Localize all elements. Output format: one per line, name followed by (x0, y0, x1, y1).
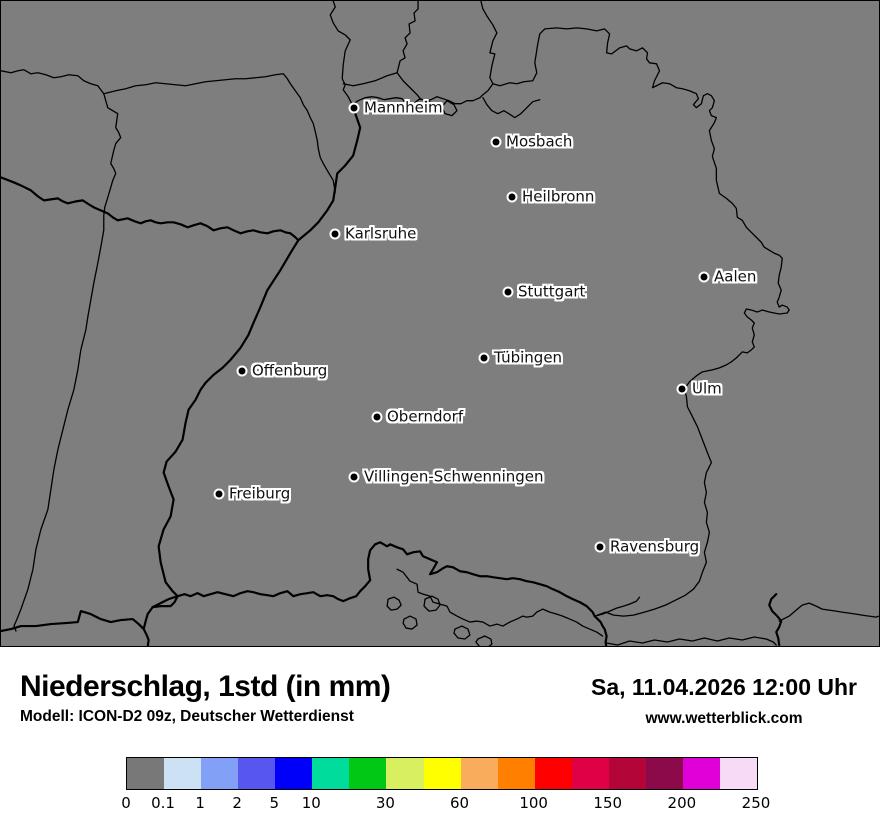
precipitation-map: Mannheim Mosbach Heilbronn Karlsruhe Aalen St… (0, 0, 880, 647)
legend-segment-2 (201, 758, 239, 789)
city-label: Offenburg (252, 361, 328, 380)
city-label: Ravensburg (610, 537, 700, 556)
legend-tick-labels: 0 0.1 1 2 5 10 30 60 100 150 200 250 (121, 794, 770, 814)
legend-segment-6 (349, 758, 387, 789)
city-label: Villingen-Schwenningen (364, 467, 544, 486)
city-marker-dot (506, 191, 518, 203)
map-boundaries-svg (1, 1, 879, 646)
city-label: Mosbach (506, 132, 573, 151)
city-label: Aalen (714, 267, 757, 286)
city-marker-dot (594, 541, 606, 553)
legend-segment-15 (682, 758, 720, 789)
legend-tick-60: 60 (449, 794, 470, 812)
legend-tick-150: 150 (593, 794, 623, 812)
city-marker-dot (698, 271, 710, 283)
legend-segment-11 (534, 758, 572, 789)
legend-tick-1: 1 (195, 794, 205, 812)
legend-segment-10 (497, 758, 535, 789)
city-label: Ulm (692, 379, 722, 398)
legend-segment-16 (720, 758, 758, 789)
legend-segment-8 (423, 758, 461, 789)
legend-segment-13 (608, 758, 646, 789)
datetime-block: Sa, 11.04.2026 12:00 Uhr www.wetterblick… (591, 674, 857, 728)
city-marker-dot (236, 365, 248, 377)
city-marker-dot (502, 286, 514, 298)
thick-boundary-lines (1, 103, 783, 646)
legend-segment-5 (312, 758, 350, 789)
page-title: Niederschlag, 1std (in mm) (20, 670, 391, 703)
legend-segment-4 (275, 758, 313, 789)
city-marker-dot (348, 102, 360, 114)
city-label: Oberndorf (387, 407, 464, 426)
city-marker-dot (478, 352, 490, 364)
city-marker-dot (348, 471, 360, 483)
legend-tick-5: 5 (269, 794, 280, 812)
city-label: Tübingen (494, 348, 563, 367)
city-label: Stuttgart (518, 282, 586, 301)
city-marker-dot (213, 488, 225, 500)
city-label: Freiburg (229, 484, 291, 503)
city-layer: Mannheim Mosbach Heilbronn Karlsruhe Aalen St… (1, 1, 879, 646)
city-label: Karlsruhe (345, 224, 417, 243)
legend-segment-7 (386, 758, 424, 789)
city-marker-dot (676, 383, 688, 395)
legend-segment-0 (127, 758, 165, 789)
legend-tick-2: 2 (232, 794, 242, 812)
valid-datetime: Sa, 11.04.2026 12:00 Uhr (591, 674, 857, 700)
city-marker-dot (329, 228, 341, 240)
legend-segment-12 (571, 758, 609, 789)
city-label: Heilbronn (522, 187, 595, 206)
legend-tick-10: 10 (301, 794, 321, 812)
legend-tick-100: 100 (519, 794, 548, 812)
legend-segment-9 (460, 758, 498, 789)
legend-colorbar (126, 757, 758, 790)
legend-tick-250: 250 (741, 794, 771, 812)
legend-segment-3 (238, 758, 276, 789)
legend-segment-14 (645, 758, 683, 789)
thin-boundary-lines (1, 1, 879, 646)
city-marker-dot (490, 136, 502, 148)
footer: Niederschlag, 1std (in mm) Modell: ICON-… (0, 647, 880, 830)
legend-tick-30: 30 (375, 794, 395, 812)
city-marker-dot (371, 411, 383, 423)
legend-tick-200: 200 (667, 794, 697, 812)
legend-segment-1 (164, 758, 202, 789)
legend-tick-0.1: 0.1 (151, 794, 175, 812)
legend-tick-0: 0 (121, 794, 131, 812)
city-label: Mannheim (364, 98, 443, 117)
model-info: Modell: ICON-D2 09z, Deutscher Wetterdie… (20, 708, 354, 725)
website-url: www.wetterblick.com (645, 710, 803, 727)
